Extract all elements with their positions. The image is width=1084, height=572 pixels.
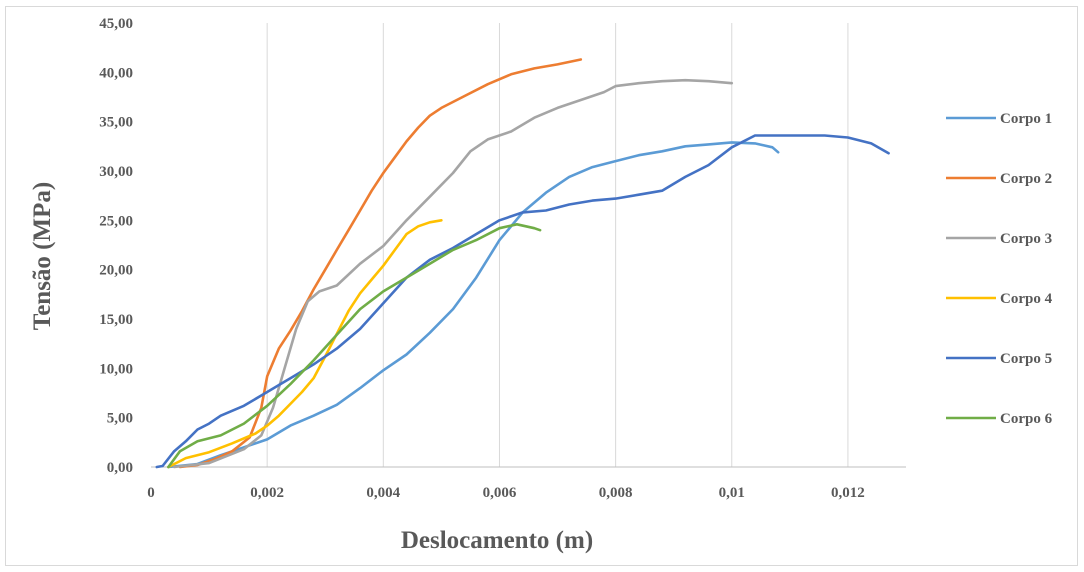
x-tick-labels: 0 0,002 0,004 0,006 0,008 0,01 0,012 (147, 485, 865, 501)
y-tick-label: 5,00 (107, 411, 133, 427)
x-axis-title: Deslocamento (m) (401, 527, 593, 554)
x-tick-label: 0,002 (250, 485, 284, 501)
legend-label: Corpo 4 (1000, 291, 1053, 307)
legend: Corpo 1 Corpo 2 Corpo 3 Corpo 4 Corpo 5 Corpo… (946, 111, 1053, 427)
y-tick-label: 15,00 (99, 312, 133, 328)
series-line-corpo-1 (167, 141, 780, 469)
y-tick-label: 10,00 (99, 361, 133, 377)
series-line-corpo-4 (167, 219, 443, 469)
x-tick-label: 0,01 (719, 485, 745, 501)
legend-label: Corpo 3 (1000, 231, 1052, 247)
x-tick-label: 0,006 (483, 485, 517, 501)
series-lines (155, 58, 890, 469)
y-tick-label: 25,00 (99, 213, 133, 229)
x-tick-label: 0,008 (599, 485, 633, 501)
y-tick-label: 0,00 (107, 460, 133, 476)
y-tick-label: 40,00 (99, 65, 133, 81)
chart-container: 0,00 5,00 10,00 15,00 20,00 25,00 30,00 35,00 40… (5, 6, 1078, 566)
series-line-corpo-3 (172, 78, 734, 469)
legend-label: Corpo 6 (1000, 411, 1053, 427)
x-tick-label: 0,012 (831, 485, 865, 501)
series-line-corpo-6 (167, 223, 542, 469)
legend-label: Corpo 2 (1000, 171, 1052, 187)
y-axis-title: Tensão (MPa) (29, 182, 56, 330)
line-chart: 0,00 5,00 10,00 15,00 20,00 25,00 30,00 35,00 40… (29, 16, 1053, 554)
legend-label: Corpo 5 (1000, 351, 1052, 367)
legend-label: Corpo 1 (1000, 111, 1052, 127)
y-tick-label: 35,00 (99, 115, 133, 131)
series-line-corpo-2 (178, 58, 583, 469)
x-tick-label: 0,004 (366, 485, 400, 501)
y-tick-label: 45,00 (99, 16, 133, 32)
x-tick-label: 0 (147, 485, 155, 501)
series-line-corpo-5 (155, 134, 890, 469)
gridlines (266, 23, 849, 467)
y-tick-labels: 0,00 5,00 10,00 15,00 20,00 25,00 30,00 35,00 40… (99, 16, 133, 476)
y-tick-label: 30,00 (99, 164, 133, 180)
y-tick-label: 20,00 (99, 263, 133, 279)
